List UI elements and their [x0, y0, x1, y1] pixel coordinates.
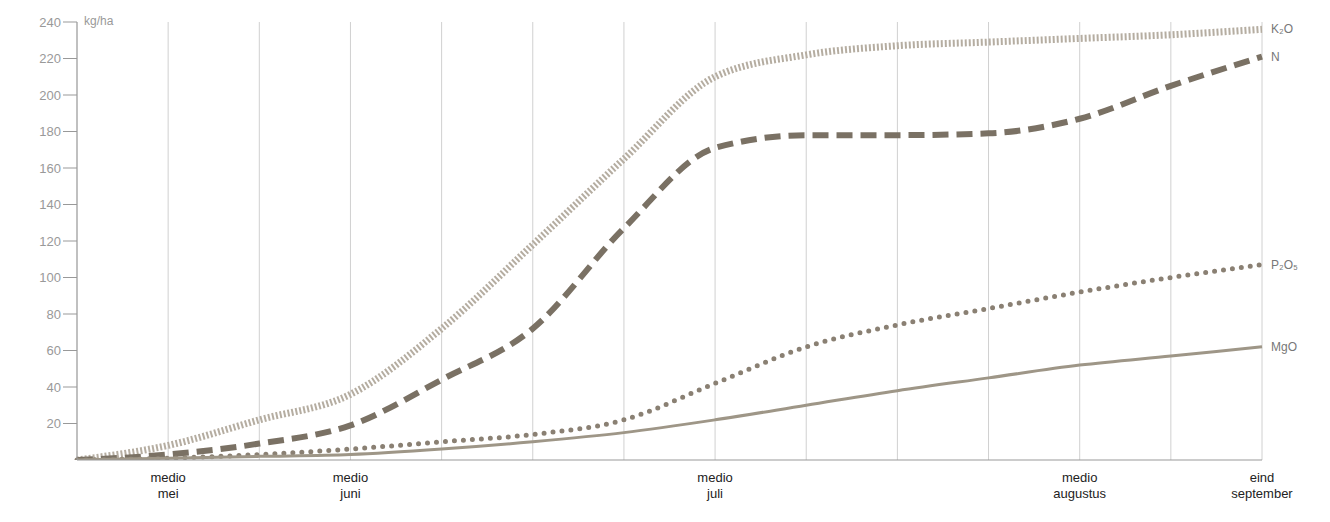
- html-text:kg/ha: kg/ha: [84, 14, 114, 28]
- svg-text:80: 80: [47, 307, 61, 322]
- svg-text:160: 160: [39, 161, 61, 176]
- svg-text:180: 180: [39, 124, 61, 139]
- svg-text:120: 120: [39, 234, 61, 249]
- svg-text:240: 240: [39, 15, 61, 30]
- svg-text:220: 220: [39, 51, 61, 66]
- svg-text:mediojuli: mediojuli: [697, 470, 732, 501]
- svg-text:K₂O: K₂O: [1271, 22, 1293, 36]
- svg-text:60: 60: [47, 343, 61, 358]
- svg-text:100: 100: [39, 270, 61, 285]
- svg-text:mediomei: mediomei: [150, 470, 185, 501]
- svg-text:eindseptember: eindseptember: [1231, 470, 1293, 501]
- svg-text:200: 200: [39, 88, 61, 103]
- svg-text:mediojuni: mediojuni: [333, 470, 368, 501]
- svg-text:N: N: [1271, 50, 1280, 64]
- svg-text:140: 140: [39, 197, 61, 212]
- svg-text:MgO: MgO: [1271, 340, 1297, 354]
- svg-text:40: 40: [47, 380, 61, 395]
- svg-text:20: 20: [47, 416, 61, 431]
- svg-text:medioaugustus: medioaugustus: [1053, 470, 1106, 501]
- svg-text:P₂O₅: P₂O₅: [1271, 258, 1298, 272]
